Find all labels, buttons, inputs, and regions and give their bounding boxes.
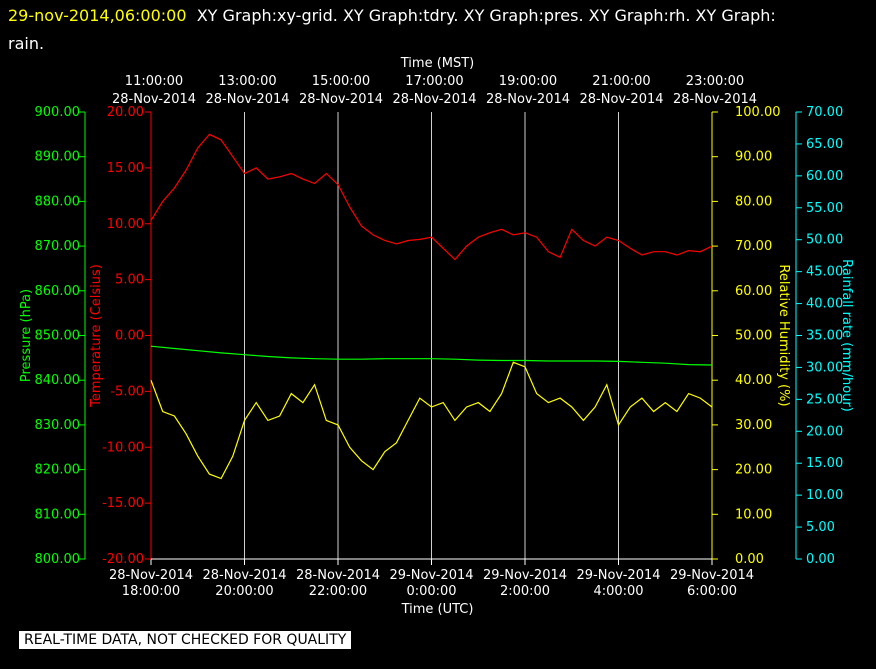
pressure-tick-label: 860.00 <box>35 284 81 299</box>
rh-tick-label: 60.00 <box>735 284 772 299</box>
temperature-tick-label: 0.00 <box>115 329 144 344</box>
pressure-tick-label: 810.00 <box>35 507 81 522</box>
rain-tick-label: 5.00 <box>806 520 835 535</box>
pressure-series-line <box>150 345 713 366</box>
x-axis-title: Time (UTC) <box>401 602 474 617</box>
pressure-tick-label: 820.00 <box>35 463 81 478</box>
top-axis-title: Time (MST) <box>400 56 475 71</box>
x-tick-date: 29-Nov-2014 <box>670 568 754 583</box>
top-tick-date: 28-Nov-2014 <box>579 92 663 107</box>
pressure-tick-label: 890.00 <box>35 150 81 165</box>
pressure-tick-label: 880.00 <box>35 194 81 209</box>
top-tick-time: 23:00:00 <box>686 74 744 89</box>
rain-axis-title: Rainfall rate (mm/hour) <box>839 259 854 412</box>
rain-tick-label: 15.00 <box>806 456 843 471</box>
x-tick-date: 28-Nov-2014 <box>109 568 193 583</box>
top-tick-time: 19:00:00 <box>499 74 557 89</box>
top-tick-date: 28-Nov-2014 <box>205 92 289 107</box>
temperature-tick-label: 15.00 <box>107 161 144 176</box>
x-tick-time: 20:00:00 <box>215 584 273 599</box>
rain-tick-label: 20.00 <box>806 424 843 439</box>
graph-list-continued: rain. <box>8 34 45 53</box>
pressure-tick-label: 850.00 <box>35 329 81 344</box>
temperature-tick-label: -20.00 <box>102 552 144 567</box>
x-tick-date: 29-Nov-2014 <box>576 568 660 583</box>
temperature-series-line <box>150 133 713 261</box>
rh-tick-label: 50.00 <box>735 329 772 344</box>
rain-tick-label: 50.00 <box>806 233 843 248</box>
rh-tick-label: 0.00 <box>735 552 764 567</box>
temperature-tick-label: 20.00 <box>107 105 144 120</box>
temperature-axis-title: Temperature (Celsius) <box>89 264 104 408</box>
top-tick-time: 11:00:00 <box>125 74 183 89</box>
pressure-tick-label: 870.00 <box>35 239 81 254</box>
temperature-tick-label: -15.00 <box>102 496 144 511</box>
x-tick-date: 28-Nov-2014 <box>202 568 286 583</box>
top-tick-time: 21:00:00 <box>592 74 650 89</box>
top-tick-time: 13:00:00 <box>218 74 276 89</box>
pressure-axis-title: Pressure (hPa) <box>19 289 34 382</box>
top-tick-date: 28-Nov-2014 <box>486 92 570 107</box>
top-tick-time: 17:00:00 <box>405 74 463 89</box>
rh-tick-label: 20.00 <box>735 463 772 478</box>
rh-tick-label: 10.00 <box>735 507 772 522</box>
top-tick-date: 28-Nov-2014 <box>299 92 383 107</box>
top-tick-time: 15:00:00 <box>312 74 370 89</box>
rh-tick-label: 80.00 <box>735 194 772 209</box>
qc-notice: REAL-TIME DATA, NOT CHECKED FOR QUALITY <box>19 631 352 649</box>
x-tick-time: 2:00:00 <box>500 584 550 599</box>
rain-tick-label: 10.00 <box>806 488 843 503</box>
x-tick-date: 29-Nov-2014 <box>389 568 473 583</box>
x-tick-time: 4:00:00 <box>593 584 643 599</box>
temperature-tick-label: 5.00 <box>115 273 144 288</box>
rain-tick-label: 35.00 <box>806 329 843 344</box>
graph-list: XY Graph:xy-grid. XY Graph:tdry. XY Grap… <box>196 6 776 25</box>
x-tick-time: 22:00:00 <box>309 584 367 599</box>
pressure-tick-label: 830.00 <box>35 418 81 433</box>
rain-tick-label: 40.00 <box>806 297 843 312</box>
x-tick-time: 6:00:00 <box>687 584 737 599</box>
top-tick-date: 28-Nov-2014 <box>673 92 757 107</box>
rh-tick-label: 90.00 <box>735 150 772 165</box>
temperature-tick-label: 10.00 <box>107 217 144 232</box>
rh-axis-title: Relative Humidity (%) <box>776 264 791 406</box>
rain-tick-label: 25.00 <box>806 392 843 407</box>
rh-tick-label: 30.00 <box>735 418 772 433</box>
top-tick-date: 28-Nov-2014 <box>112 92 196 107</box>
top-tick-date: 28-Nov-2014 <box>392 92 476 107</box>
rain-tick-label: 30.00 <box>806 360 843 375</box>
rain-tick-label: 55.00 <box>806 201 843 216</box>
rain-tick-label: 60.00 <box>806 169 843 184</box>
temperature-tick-label: -10.00 <box>102 440 144 455</box>
rain-tick-label: 0.00 <box>806 552 835 567</box>
rain-tick-label: 70.00 <box>806 105 843 120</box>
rh-tick-label: 70.00 <box>735 239 772 254</box>
rh-tick-label: 100.00 <box>735 105 781 120</box>
rain-tick-label: 65.00 <box>806 137 843 152</box>
pressure-tick-label: 900.00 <box>35 105 81 120</box>
graph-header: 29-nov-2014,06:00:00 XY Graph:xy-grid. X… <box>8 2 868 58</box>
x-tick-time: 0:00:00 <box>406 584 456 599</box>
timestamp: 29-nov-2014,06:00:00 <box>8 6 187 25</box>
x-tick-date: 29-Nov-2014 <box>483 568 567 583</box>
x-tick-time: 18:00:00 <box>122 584 180 599</box>
rh-series-line <box>150 361 713 480</box>
rain-tick-label: 45.00 <box>806 265 843 280</box>
rh-tick-label: 40.00 <box>735 373 772 388</box>
x-tick-date: 28-Nov-2014 <box>296 568 380 583</box>
temperature-tick-label: -5.00 <box>110 384 144 399</box>
pressure-tick-label: 800.00 <box>35 552 81 567</box>
pressure-tick-label: 840.00 <box>35 373 81 388</box>
